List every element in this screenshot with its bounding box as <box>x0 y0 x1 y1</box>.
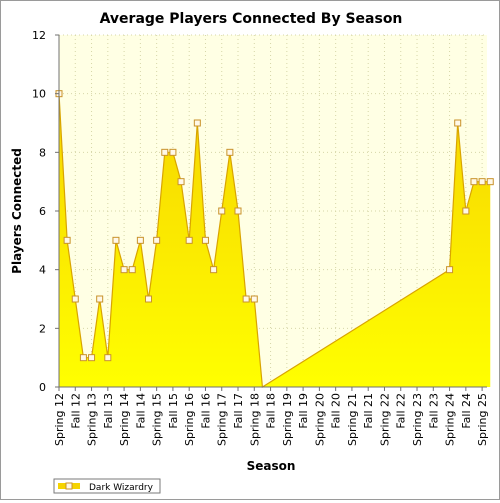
x-tick-label: Spring 22 <box>378 393 391 446</box>
y-axis-ticks: 0 2 4 6 8 10 12 <box>32 29 59 394</box>
data-point <box>145 295 153 303</box>
data-point <box>242 295 250 303</box>
x-tick-label: Spring 21 <box>346 393 359 446</box>
data-point <box>193 119 201 127</box>
data-point <box>446 266 454 274</box>
data-point <box>104 354 112 362</box>
y-axis-label: Players Connected <box>10 148 24 274</box>
y-tick-label: 0 <box>39 381 46 394</box>
x-tick-label: Fall 23 <box>427 393 440 429</box>
data-point <box>161 148 169 156</box>
x-tick-label: Fall 18 <box>265 393 278 429</box>
x-tick-label: Fall 24 <box>460 393 473 429</box>
x-tick-label: Spring 16 <box>183 393 196 446</box>
x-tick-label: Spring 23 <box>411 393 424 446</box>
data-point <box>454 119 462 127</box>
x-axis-label: Season <box>247 459 296 473</box>
data-point <box>120 266 128 274</box>
y-tick-label: 4 <box>39 264 46 277</box>
x-tick-label: Spring 14 <box>118 393 131 446</box>
data-point <box>226 148 234 156</box>
data-point <box>71 295 79 303</box>
x-tick-label: Fall 14 <box>134 393 147 429</box>
x-tick-label: Spring 25 <box>476 393 489 446</box>
x-tick-label: Fall 22 <box>395 393 408 429</box>
x-tick-label: Fall 21 <box>362 393 375 429</box>
x-tick-label: Spring 18 <box>248 393 261 446</box>
x-tick-label: Spring 24 <box>444 393 457 446</box>
data-point <box>79 354 87 362</box>
data-point <box>112 236 120 244</box>
x-axis-ticks: Spring 12 Fall 12 Spring 13 Fall 13 Spring 1… <box>53 387 489 446</box>
series-line-dark-wizardry <box>58 93 491 389</box>
data-point <box>201 236 209 244</box>
x-tick-label: Spring 12 <box>53 393 66 446</box>
legend: Dark Wizardry <box>53 478 161 494</box>
data-point <box>470 178 478 186</box>
data-point <box>462 207 470 215</box>
x-tick-label: Fall 16 <box>199 393 212 429</box>
data-point <box>88 354 96 362</box>
y-tick-label: 12 <box>32 29 46 42</box>
y-tick-label: 10 <box>32 88 46 101</box>
x-tick-label: Fall 15 <box>167 393 180 429</box>
series-area-dark-wizardry <box>59 93 491 388</box>
data-point <box>169 148 177 156</box>
x-tick-label: Fall 12 <box>69 393 82 429</box>
x-tick-label: Spring 13 <box>86 393 99 446</box>
y-tick-label: 2 <box>39 322 46 335</box>
legend-marker-icon <box>65 482 73 490</box>
x-tick-label: Spring 19 <box>281 393 294 446</box>
x-tick-label: Fall 13 <box>102 393 115 429</box>
data-point <box>96 295 104 303</box>
x-tick-label: Spring 17 <box>216 393 229 446</box>
x-tick-label: Spring 15 <box>151 393 164 446</box>
data-point <box>136 236 144 244</box>
data-point <box>153 236 161 244</box>
y-tick-label: 6 <box>39 205 46 218</box>
legend-box <box>53 478 161 494</box>
data-point <box>478 178 486 186</box>
y-tick-label: 8 <box>39 146 46 159</box>
x-tick-label: Spring 20 <box>313 393 326 446</box>
data-point <box>234 207 242 215</box>
x-tick-label: Fall 20 <box>330 393 343 429</box>
chart-title: Average Players Connected By Season <box>100 11 403 27</box>
data-point <box>177 178 185 186</box>
data-point <box>185 236 193 244</box>
legend-label: Dark Wizardry <box>89 483 154 493</box>
data-point <box>128 266 136 274</box>
data-point <box>250 295 258 303</box>
data-point <box>218 207 226 215</box>
data-point <box>210 266 218 274</box>
x-tick-label: Fall 17 <box>232 393 245 429</box>
x-tick-label: Fall 19 <box>297 393 310 429</box>
data-point <box>63 236 71 244</box>
data-point <box>486 178 494 186</box>
